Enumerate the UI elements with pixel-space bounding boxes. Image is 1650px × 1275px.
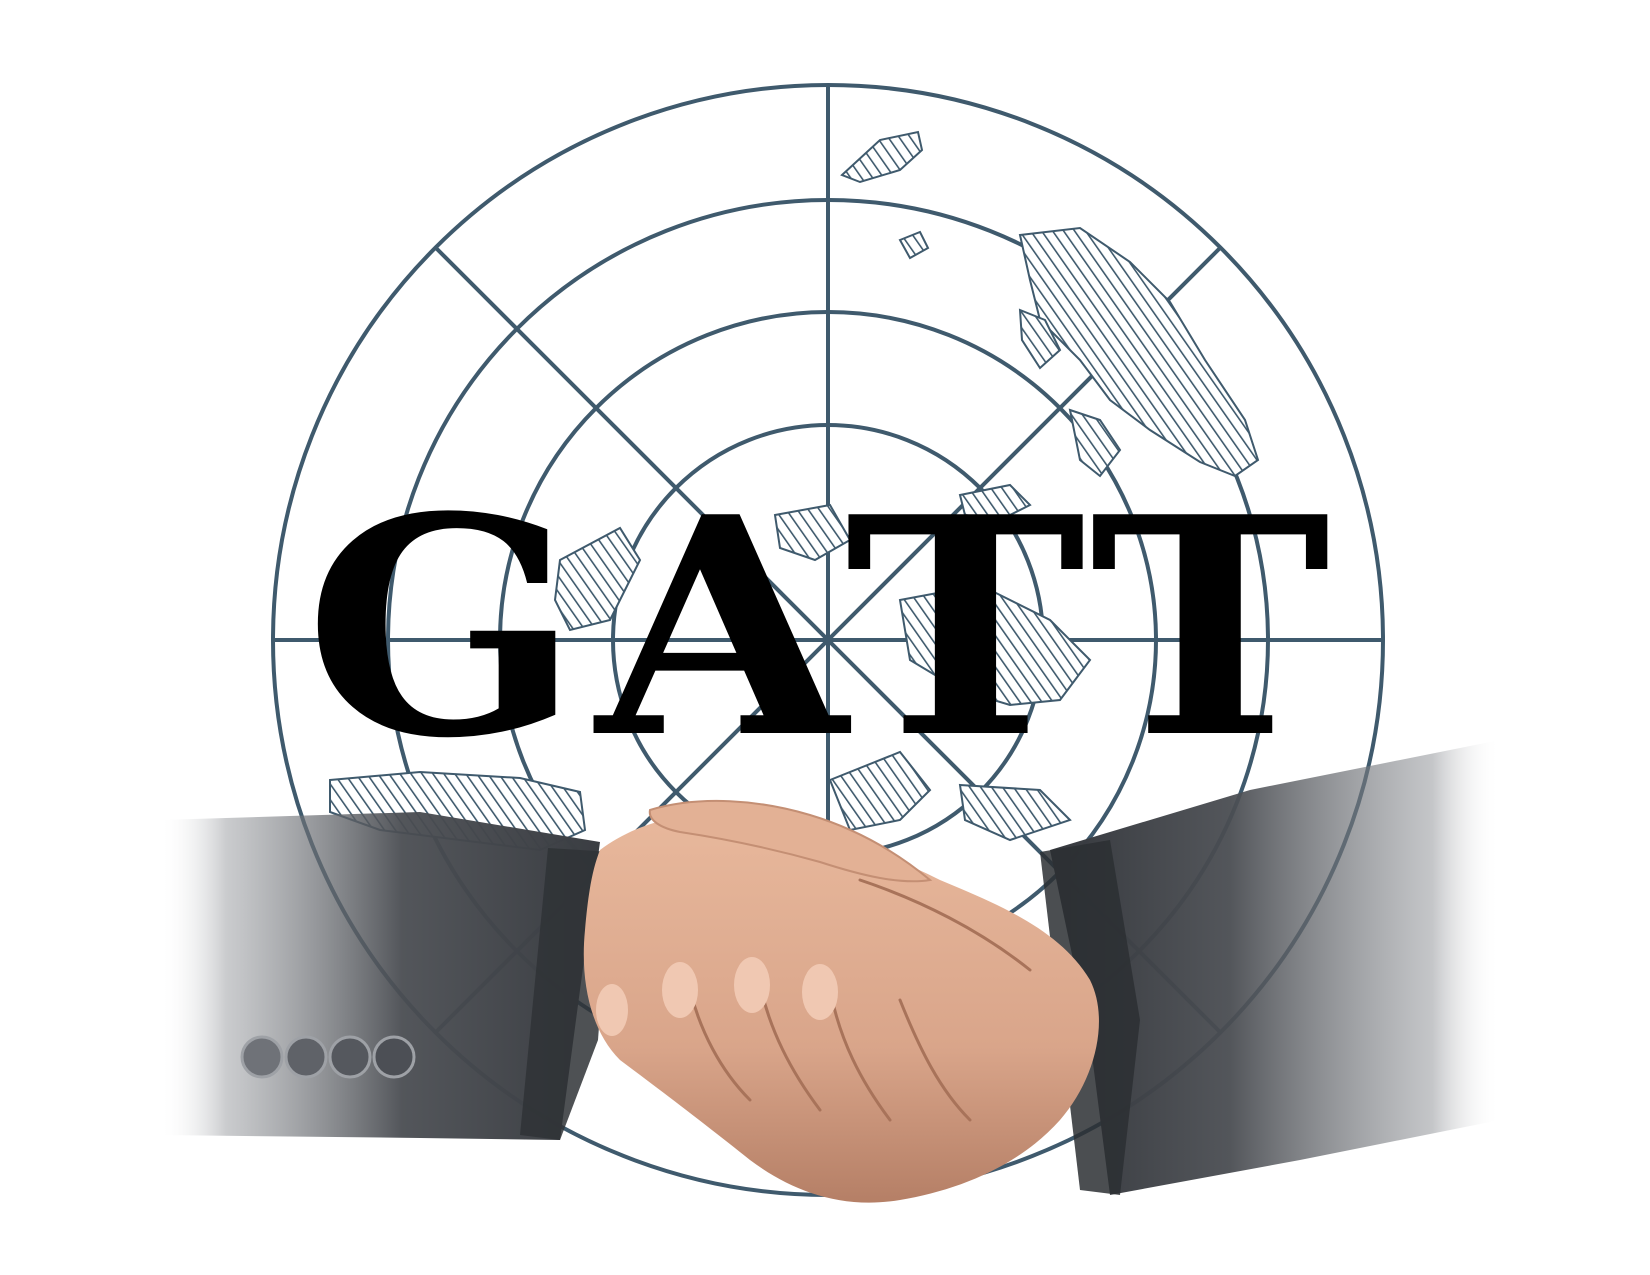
button-icon [328,1035,372,1079]
button-icon [284,1035,328,1079]
button-icon [372,1035,416,1079]
fingertip [596,984,628,1036]
continent-asia [1018,226,1260,478]
fingertip [802,964,838,1020]
continent-middle-east [1068,408,1122,478]
cuff-buttons [240,1035,416,1079]
continent-africa [898,583,1092,707]
continent-north-america [553,526,642,632]
continent-europe [958,483,1032,522]
continent-central [773,503,852,562]
button-icon [240,1035,284,1079]
thumb [648,799,933,883]
fingertips [596,957,838,1036]
clasped-hands [583,814,1099,1203]
continent-south-east [958,783,1072,842]
finger-line [898,998,972,1122]
continent-north-island [840,130,924,184]
knuckle-line [858,878,1032,972]
fingertip [734,957,770,1013]
right-sleeve [1050,740,1500,1195]
continent-south-central [828,750,932,832]
continent-small-island [898,230,930,260]
continents [329,130,1260,852]
continent-scandinavia [1018,308,1062,370]
fingertip [662,962,698,1018]
finger-lines [688,878,1032,1122]
emblem-title: GATT [304,451,1346,804]
